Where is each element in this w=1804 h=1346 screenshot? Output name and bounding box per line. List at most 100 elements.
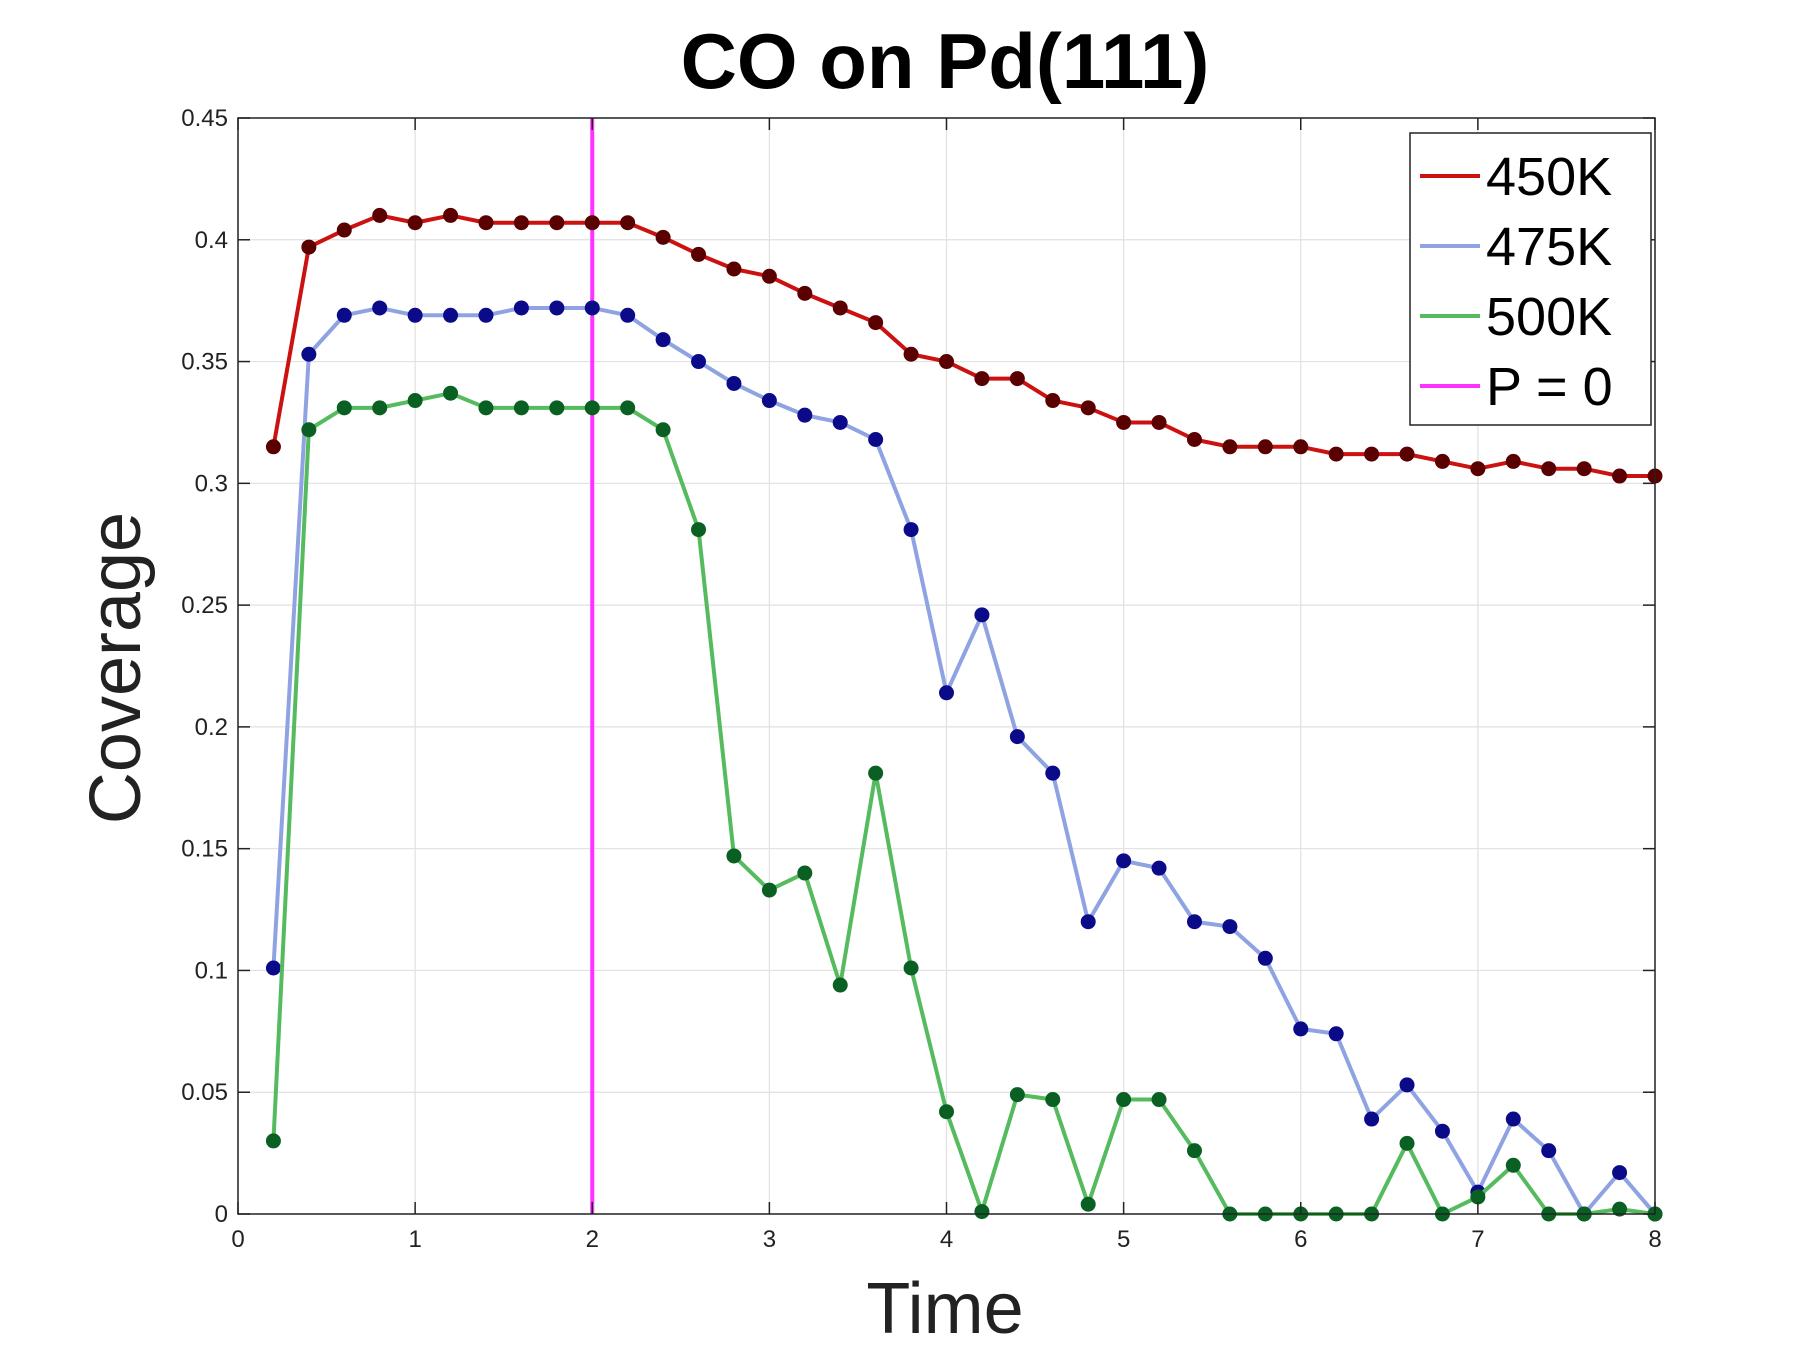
data-point-500K	[336, 400, 352, 416]
data-point-500K	[939, 1104, 954, 1120]
data-point-450K	[903, 346, 919, 362]
data-point-500K	[761, 882, 777, 898]
series-layer	[265, 207, 1663, 1222]
y-tick-label: 0.1	[195, 957, 228, 984]
data-point-450K	[620, 215, 636, 231]
data-point-500K	[372, 400, 388, 416]
data-point-450K	[336, 222, 352, 238]
data-point-475K	[832, 414, 848, 430]
data-point-475K	[939, 685, 954, 701]
data-point-450K	[584, 215, 600, 231]
data-point-500K	[1045, 1092, 1061, 1108]
data-point-500K	[1505, 1157, 1521, 1173]
x-tick-label: 2	[586, 1226, 599, 1253]
data-point-500K	[1151, 1092, 1167, 1108]
data-point-450K	[1434, 453, 1450, 469]
series-line-500K	[271, 391, 1656, 1216]
x-tick-label: 4	[940, 1226, 953, 1253]
data-point-475K	[868, 431, 884, 447]
data-point-500K	[443, 385, 459, 401]
data-point-475K	[1328, 1026, 1344, 1042]
data-point-475K	[1009, 729, 1025, 745]
data-point-450K	[797, 285, 813, 301]
x-axis-label: Time	[866, 1269, 1023, 1346]
data-point-450K	[1612, 468, 1628, 484]
data-point-475K	[549, 300, 565, 316]
data-point-450K	[443, 207, 459, 223]
y-tick-label: 0.05	[181, 1079, 228, 1106]
data-point-500K	[691, 522, 707, 538]
y-tick-label: 0.2	[195, 714, 228, 741]
x-tick-label: 0	[231, 1226, 244, 1253]
data-point-475K	[1541, 1143, 1557, 1159]
data-point-450K	[1257, 439, 1273, 455]
series-line-475K	[271, 305, 1657, 1216]
data-point-475K	[655, 332, 671, 348]
data-point-475K	[513, 300, 529, 316]
data-point-500K	[265, 1133, 281, 1149]
data-point-475K	[1222, 919, 1238, 935]
data-point-475K	[1116, 853, 1132, 869]
legend-label: 475K	[1486, 217, 1612, 277]
data-point-450K	[301, 239, 317, 255]
data-point-500K	[1186, 1143, 1202, 1159]
series-450K	[265, 207, 1663, 484]
legend-label: P = 0	[1486, 357, 1613, 417]
series-line-450K	[271, 213, 1655, 479]
data-point-450K	[372, 207, 388, 223]
data-point-450K	[655, 229, 671, 245]
data-point-450K	[1116, 414, 1132, 430]
data-point-475K	[1434, 1123, 1450, 1139]
y-tick-label: 0.15	[181, 836, 228, 863]
data-point-500K	[1470, 1189, 1486, 1205]
data-point-475K	[1364, 1111, 1380, 1127]
data-point-475K	[620, 307, 636, 323]
data-point-450K	[832, 300, 848, 316]
data-point-450K	[1399, 446, 1415, 462]
y-tick-label: 0.4	[195, 227, 228, 254]
data-point-475K	[726, 375, 742, 391]
data-point-475K	[372, 300, 388, 316]
y-tick-label: 0.25	[181, 592, 228, 619]
data-point-500K	[301, 422, 317, 438]
data-point-475K	[478, 307, 494, 323]
data-point-500K	[797, 865, 813, 881]
data-point-450K	[407, 215, 423, 231]
data-point-500K	[513, 400, 529, 416]
data-point-475K	[691, 354, 707, 370]
data-point-500K	[1116, 1092, 1132, 1108]
data-point-475K	[1505, 1111, 1521, 1127]
data-point-450K	[1576, 461, 1592, 477]
data-point-475K	[974, 607, 990, 623]
data-point-475K	[1080, 914, 1096, 930]
data-point-475K	[1612, 1165, 1628, 1181]
x-tick-label: 1	[408, 1226, 421, 1253]
data-point-500K	[584, 400, 600, 416]
data-point-450K	[265, 439, 281, 455]
data-point-475K	[797, 407, 813, 423]
data-point-450K	[974, 371, 990, 387]
data-point-450K	[939, 354, 954, 370]
data-point-450K	[726, 261, 742, 277]
data-point-475K	[584, 300, 600, 316]
data-point-500K	[1080, 1196, 1096, 1212]
data-point-450K	[1364, 446, 1380, 462]
data-point-475K	[265, 960, 281, 976]
data-point-500K	[549, 400, 565, 416]
legend-box	[1409, 132, 1652, 426]
legend-label: 450K	[1486, 147, 1612, 207]
legend-label: 500K	[1486, 287, 1612, 347]
data-point-450K	[1080, 400, 1096, 416]
data-point-500K	[832, 977, 848, 993]
data-point-450K	[1009, 371, 1025, 387]
data-point-475K	[1151, 860, 1167, 876]
data-point-475K	[301, 346, 317, 362]
data-point-450K	[478, 215, 494, 231]
data-point-500K	[903, 960, 919, 976]
data-point-450K	[1470, 461, 1486, 477]
data-point-500K	[655, 422, 671, 438]
data-point-450K	[761, 268, 777, 284]
y-tick-label: 0.35	[181, 349, 228, 376]
data-point-500K	[974, 1204, 990, 1220]
